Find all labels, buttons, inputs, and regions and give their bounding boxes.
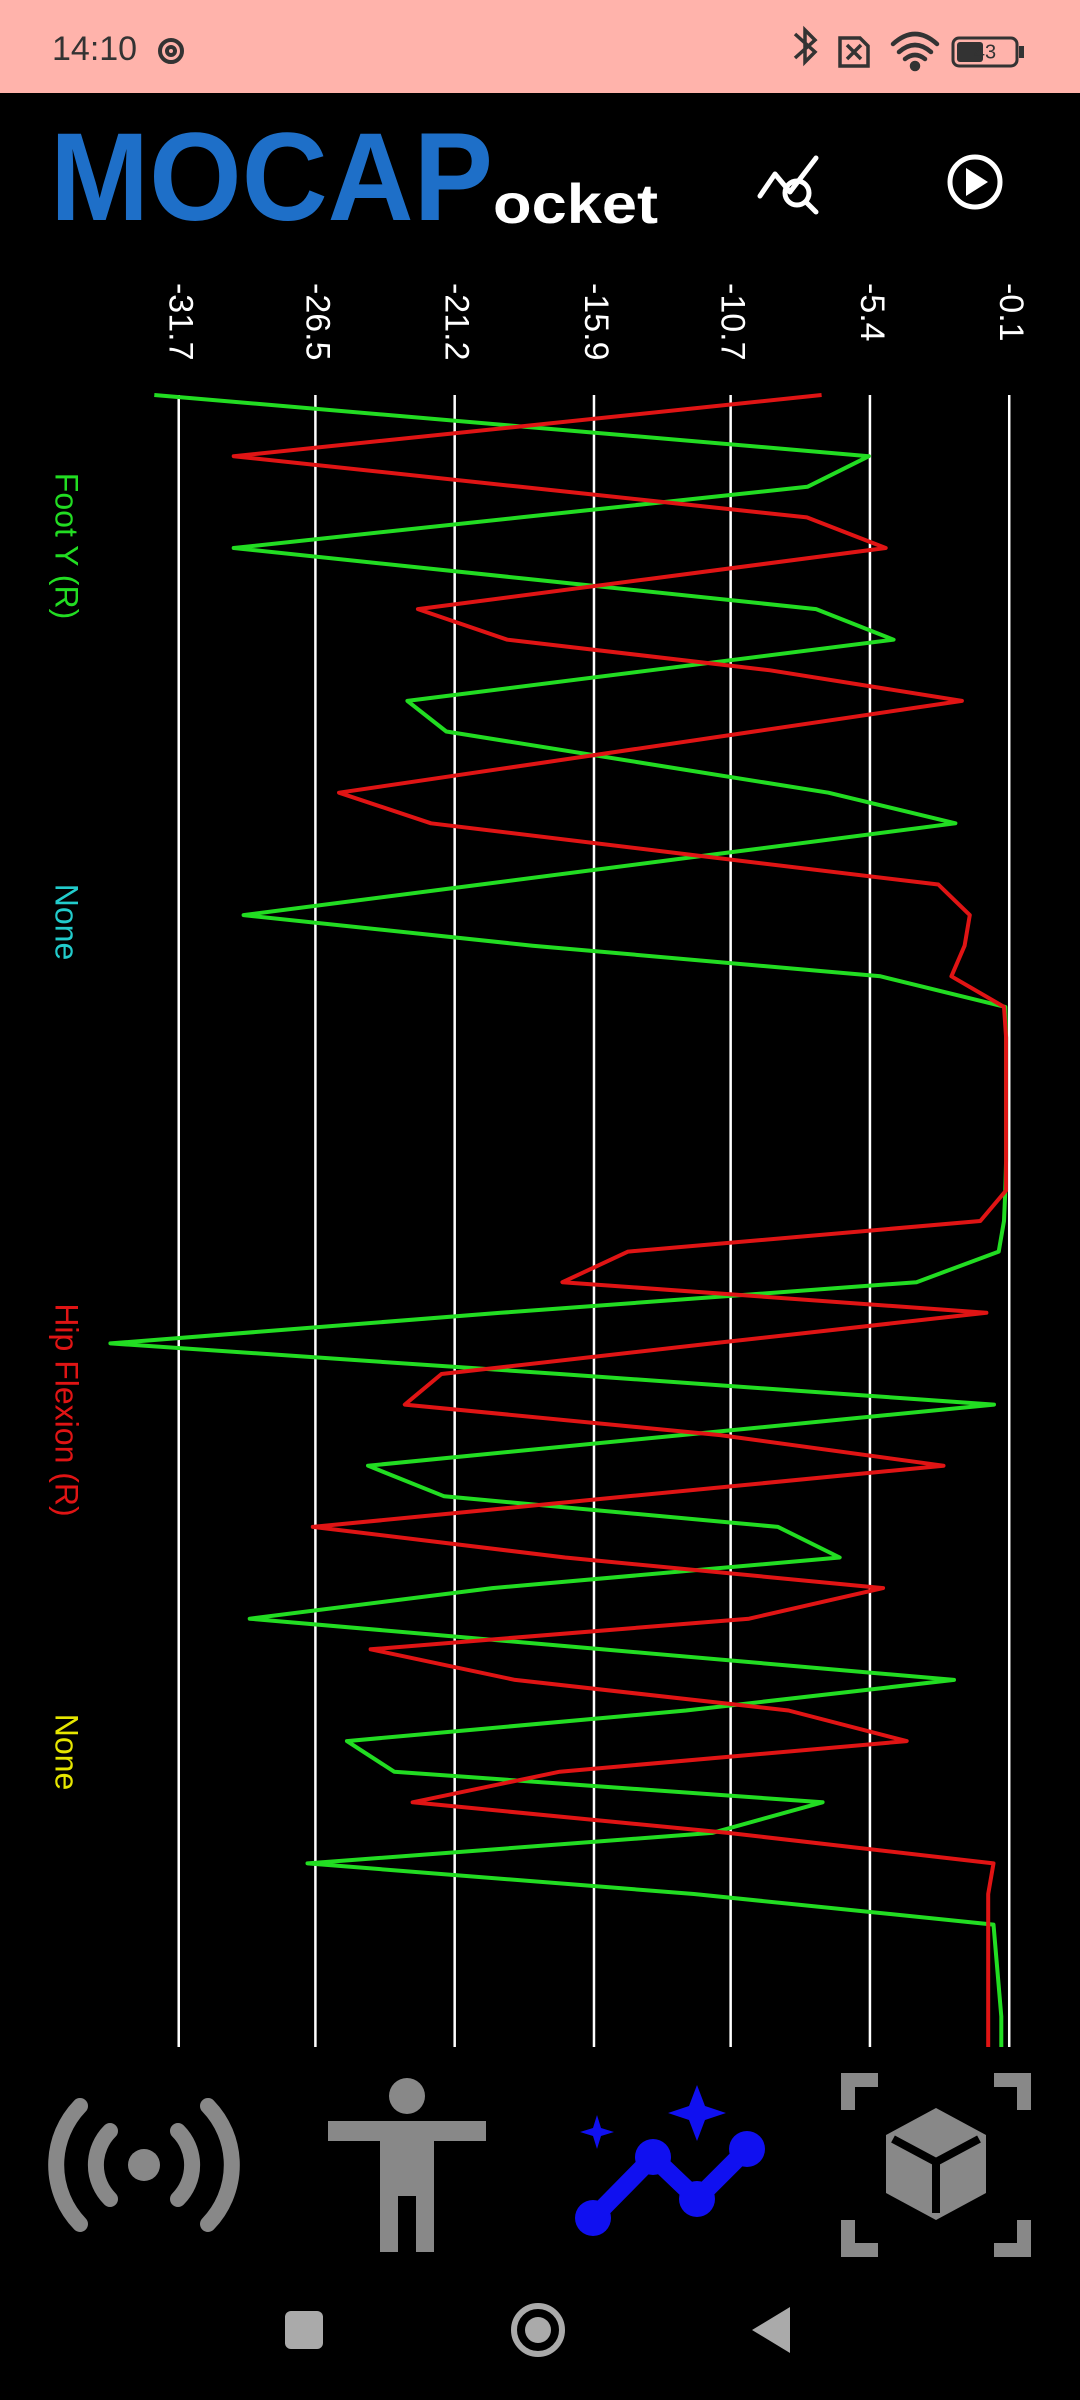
play-button[interactable] [947,154,1003,210]
chart: -31.7 -26.5 -21.2 -15.9 -10.7 -5.4 -0.1 Foot Y … [49,283,1030,2047]
recents-button[interactable] [285,2311,323,2349]
logo-rest: ocket [493,172,658,235]
wifi-icon [890,31,940,72]
x-tick-label: -21.2 [438,283,476,361]
channel-label: None [49,884,85,961]
body-tab[interactable] [328,2078,486,2252]
bluetooth-icon [793,25,818,67]
x-tick-label: -0.1 [992,283,1030,342]
graph-tab[interactable] [575,2085,765,2236]
x-tick-label: -15.9 [577,283,615,361]
x-tick-label: -10.7 [714,283,752,361]
back-button[interactable] [752,2307,790,2353]
x-tick-label: -26.5 [298,283,336,361]
channel-label: Hip Flexion (R) [49,1303,85,1516]
home-button[interactable] [511,2303,565,2357]
channel-label: Foot Y (R) [49,473,85,619]
sim-icon [838,36,870,68]
channel-label: None [49,1714,85,1791]
logo-main: MOCAP [50,108,493,247]
series-line [231,393,1009,2047]
3d-view-tab[interactable] [841,2073,1031,2257]
settings-gear-icon [158,38,184,64]
battery-level: 43 [974,41,996,63]
series-line [108,393,1009,2047]
chart-search-button[interactable] [757,155,819,215]
status-time: 14:10 [52,30,137,68]
x-tick-label: -5.4 [853,283,891,342]
battery-icon: 43 [951,36,1024,68]
x-tick-label: -31.7 [162,283,200,361]
connect-tab[interactable] [48,2098,240,2232]
